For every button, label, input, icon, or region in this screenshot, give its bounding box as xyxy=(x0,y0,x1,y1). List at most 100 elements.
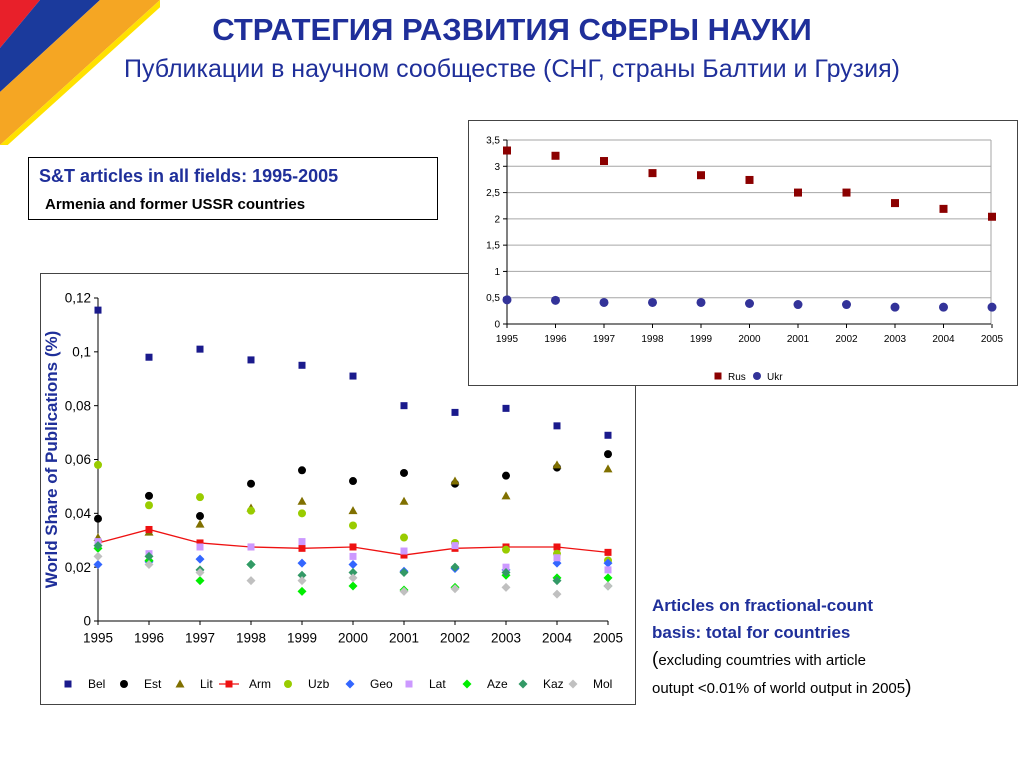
data-point-lit xyxy=(399,496,409,505)
page-subtitle: Публикации в научном сообществе (СНГ, ст… xyxy=(124,55,900,83)
data-point-mol xyxy=(450,584,460,594)
data-point-kaz xyxy=(399,568,409,578)
data-point-bel xyxy=(196,345,204,353)
data-point-bel xyxy=(502,404,510,412)
data-point-lat xyxy=(196,543,204,551)
legend-marker-rus xyxy=(714,372,722,380)
legend-marker-bel xyxy=(64,680,72,688)
data-point-ukr xyxy=(551,295,560,305)
x-tick-label: 1997 xyxy=(185,631,215,646)
legend-marker-lit xyxy=(175,679,185,688)
x-tick-label: 2005 xyxy=(593,631,623,646)
data-point-arm xyxy=(604,548,612,556)
caption-box: S&T articles in all fields: 1995-2005 Ar… xyxy=(28,157,438,220)
data-point-rus xyxy=(551,151,560,160)
x-tick-label: 1998 xyxy=(641,334,664,345)
data-point-arm xyxy=(553,543,561,551)
data-point-mol xyxy=(552,589,562,599)
caption-title: S&T articles in all fields: 1995-2005 xyxy=(39,166,339,186)
data-point-lat xyxy=(604,566,612,574)
x-tick-label: 1998 xyxy=(236,631,266,646)
inset-chart: 0 0,5 1 1,5 2 2,5 3 3,5 1995 1996 1997 1998 1999 2000… xyxy=(486,136,1003,384)
flag-yellow-edge xyxy=(0,0,160,145)
note-text: Articles on fractional-count basis: tota… xyxy=(652,592,992,702)
data-point-geo xyxy=(297,558,307,568)
data-point-bel xyxy=(298,361,306,369)
data-point-arm xyxy=(349,543,357,551)
data-point-uzb xyxy=(349,521,357,530)
legend-label-mol: Mol xyxy=(593,677,612,691)
x-tick-label: 1999 xyxy=(287,631,317,646)
legend-label-lit: Lit xyxy=(200,677,213,691)
data-point-est xyxy=(349,477,357,486)
x-tick-label: 2003 xyxy=(884,334,907,345)
x-tick-label: 2002 xyxy=(835,334,858,345)
data-point-uzb xyxy=(502,545,510,554)
armenian-flag-decoration xyxy=(0,0,160,145)
data-point-rus xyxy=(794,188,802,197)
data-point-rus xyxy=(697,171,705,180)
data-point-lit xyxy=(297,496,307,505)
note-open-paren: ( xyxy=(652,649,659,670)
y-tick-label: 0,02 xyxy=(65,560,91,575)
y-tick-label: 0 xyxy=(83,614,91,629)
data-point-geo xyxy=(93,559,103,569)
y-tick-label: 2 xyxy=(494,214,500,225)
data-point-ukr xyxy=(842,300,851,310)
data-point-kaz xyxy=(450,562,460,572)
note-line-4: outupt <0.01% of world output in 2005 xyxy=(652,680,906,697)
legend-label-kaz: Kaz xyxy=(543,677,564,691)
data-point-mol xyxy=(501,582,511,592)
data-point-uzb xyxy=(196,493,204,502)
data-point-mol xyxy=(144,559,154,569)
legend-marker-aze xyxy=(462,679,472,689)
data-point-mol xyxy=(246,576,256,586)
data-point-lat xyxy=(298,538,306,546)
data-point-lat xyxy=(400,547,408,555)
data-point-lit xyxy=(450,476,460,485)
data-point-geo xyxy=(348,559,358,569)
y-tick-label: 0,1 xyxy=(72,345,91,360)
data-point-ukr xyxy=(987,302,997,312)
data-point-kaz xyxy=(297,570,307,580)
data-point-mol xyxy=(195,568,205,578)
page-title: СТРАТЕГИЯ РАЗВИТИЯ СФЕРЫ НАУКИ xyxy=(212,12,812,47)
y-tick-label: 0,12 xyxy=(65,291,91,306)
data-point-lit xyxy=(195,519,205,528)
data-point-est xyxy=(298,466,306,475)
data-point-rus xyxy=(988,212,996,221)
data-point-geo xyxy=(195,554,205,564)
data-point-est xyxy=(247,479,255,488)
data-point-geo xyxy=(603,558,613,568)
data-point-aze xyxy=(603,573,613,583)
main-chart: 0 0,02 0,04 0,06 0,08 0,1 0,12 1995 1996 1997 1998… xyxy=(42,291,623,691)
data-point-bel xyxy=(604,431,612,439)
data-point-est xyxy=(94,514,102,523)
y-axis-title: World Share of Publications (%) xyxy=(42,331,61,589)
data-point-ukr xyxy=(502,295,512,305)
data-point-ukr xyxy=(939,302,948,312)
legend-marker-mol xyxy=(568,679,578,689)
data-point-aze xyxy=(297,586,307,596)
data-point-uzb xyxy=(94,460,102,469)
data-point-bel xyxy=(451,408,459,416)
data-point-lat xyxy=(451,542,459,550)
data-point-mol xyxy=(603,581,613,591)
data-point-aze xyxy=(195,576,205,586)
caption-subtitle: Armenia and former USSR countries xyxy=(45,196,306,213)
data-point-aze xyxy=(348,581,358,591)
y-tick-label: 3 xyxy=(494,162,500,173)
data-point-kaz xyxy=(93,541,103,551)
legend-label-rus: Rus xyxy=(728,372,746,383)
data-point-rus xyxy=(891,199,899,208)
data-point-kaz xyxy=(552,576,562,586)
y-tick-label: 1,5 xyxy=(486,241,500,252)
data-point-lit xyxy=(348,506,358,515)
data-point-mol xyxy=(348,573,358,583)
y-tick-label: 0,5 xyxy=(486,293,500,304)
data-point-uzb xyxy=(145,501,153,510)
data-point-bel xyxy=(400,402,408,410)
x-tick-label: 1997 xyxy=(593,334,616,345)
x-tick-label: 2004 xyxy=(542,631,573,646)
y-tick-label: 3,5 xyxy=(486,136,500,147)
